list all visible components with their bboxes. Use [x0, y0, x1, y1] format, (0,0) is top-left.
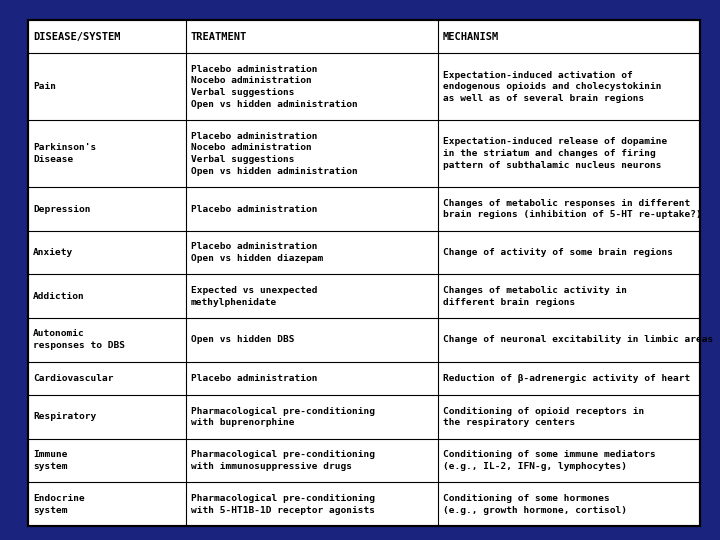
Text: Immune
system: Immune system — [33, 450, 68, 471]
Text: Pharmacological pre-conditioning
with immunosuppressive drugs: Pharmacological pre-conditioning with im… — [191, 450, 375, 471]
Text: Parkinson's
Disease: Parkinson's Disease — [33, 144, 96, 164]
Text: Open vs hidden DBS: Open vs hidden DBS — [191, 335, 294, 345]
Text: MECHANISM: MECHANISM — [443, 32, 499, 42]
Text: Conditioning of some hormones
(e.g., growth hormone, cortisol): Conditioning of some hormones (e.g., gro… — [443, 494, 627, 515]
Text: Placebo administration: Placebo administration — [191, 374, 318, 383]
Text: TREATMENT: TREATMENT — [191, 32, 247, 42]
Text: Expectation-induced release of dopamine
in the striatum and changes of firing
pa: Expectation-induced release of dopamine … — [443, 138, 667, 170]
Text: Placebo administration: Placebo administration — [191, 205, 318, 213]
Text: Cardiovascular: Cardiovascular — [33, 374, 114, 383]
Text: Changes of metabolic responses in different
brain regions (inhibition of 5-HT re: Changes of metabolic responses in differ… — [443, 199, 702, 219]
Text: Reduction of β-adrenergic activity of heart: Reduction of β-adrenergic activity of he… — [443, 374, 690, 383]
Text: Expected vs unexpected
methylphenidate: Expected vs unexpected methylphenidate — [191, 286, 318, 307]
Text: Placebo administration
Nocebo administration
Verbal suggestions
Open vs hidden a: Placebo administration Nocebo administra… — [191, 132, 358, 176]
Text: Expectation-induced activation of
endogenous opioids and cholecystokinin
as well: Expectation-induced activation of endoge… — [443, 71, 662, 103]
Text: Conditioning of opioid receptors in
the respiratory centers: Conditioning of opioid receptors in the … — [443, 407, 644, 427]
Text: Autonomic
responses to DBS: Autonomic responses to DBS — [33, 329, 125, 350]
Text: Change of neuronal excitability in limbic areas: Change of neuronal excitability in limbi… — [443, 335, 714, 345]
Text: Change of activity of some brain regions: Change of activity of some brain regions — [443, 248, 673, 257]
Text: Pain: Pain — [33, 83, 56, 91]
Text: Respiratory: Respiratory — [33, 413, 96, 421]
Text: Placebo administration
Nocebo administration
Verbal suggestions
Open vs hidden a: Placebo administration Nocebo administra… — [191, 65, 358, 109]
Text: Depression: Depression — [33, 205, 91, 213]
Text: Endocrine
system: Endocrine system — [33, 494, 85, 515]
Text: Placebo administration
Open vs hidden diazepam: Placebo administration Open vs hidden di… — [191, 242, 323, 263]
Text: Pharmacological pre-conditioning
with 5-HT1B-1D receptor agonists: Pharmacological pre-conditioning with 5-… — [191, 494, 375, 515]
Text: Addiction: Addiction — [33, 292, 85, 301]
Text: DISEASE/SYSTEM: DISEASE/SYSTEM — [33, 32, 120, 42]
Text: Changes of metabolic activity in
different brain regions: Changes of metabolic activity in differe… — [443, 286, 627, 307]
Text: Anxiety: Anxiety — [33, 248, 73, 257]
Text: Pharmacological pre-conditioning
with buprenorphine: Pharmacological pre-conditioning with bu… — [191, 407, 375, 427]
Text: Conditioning of some immune mediators
(e.g., IL-2, IFN-g, lymphocytes): Conditioning of some immune mediators (e… — [443, 450, 656, 471]
